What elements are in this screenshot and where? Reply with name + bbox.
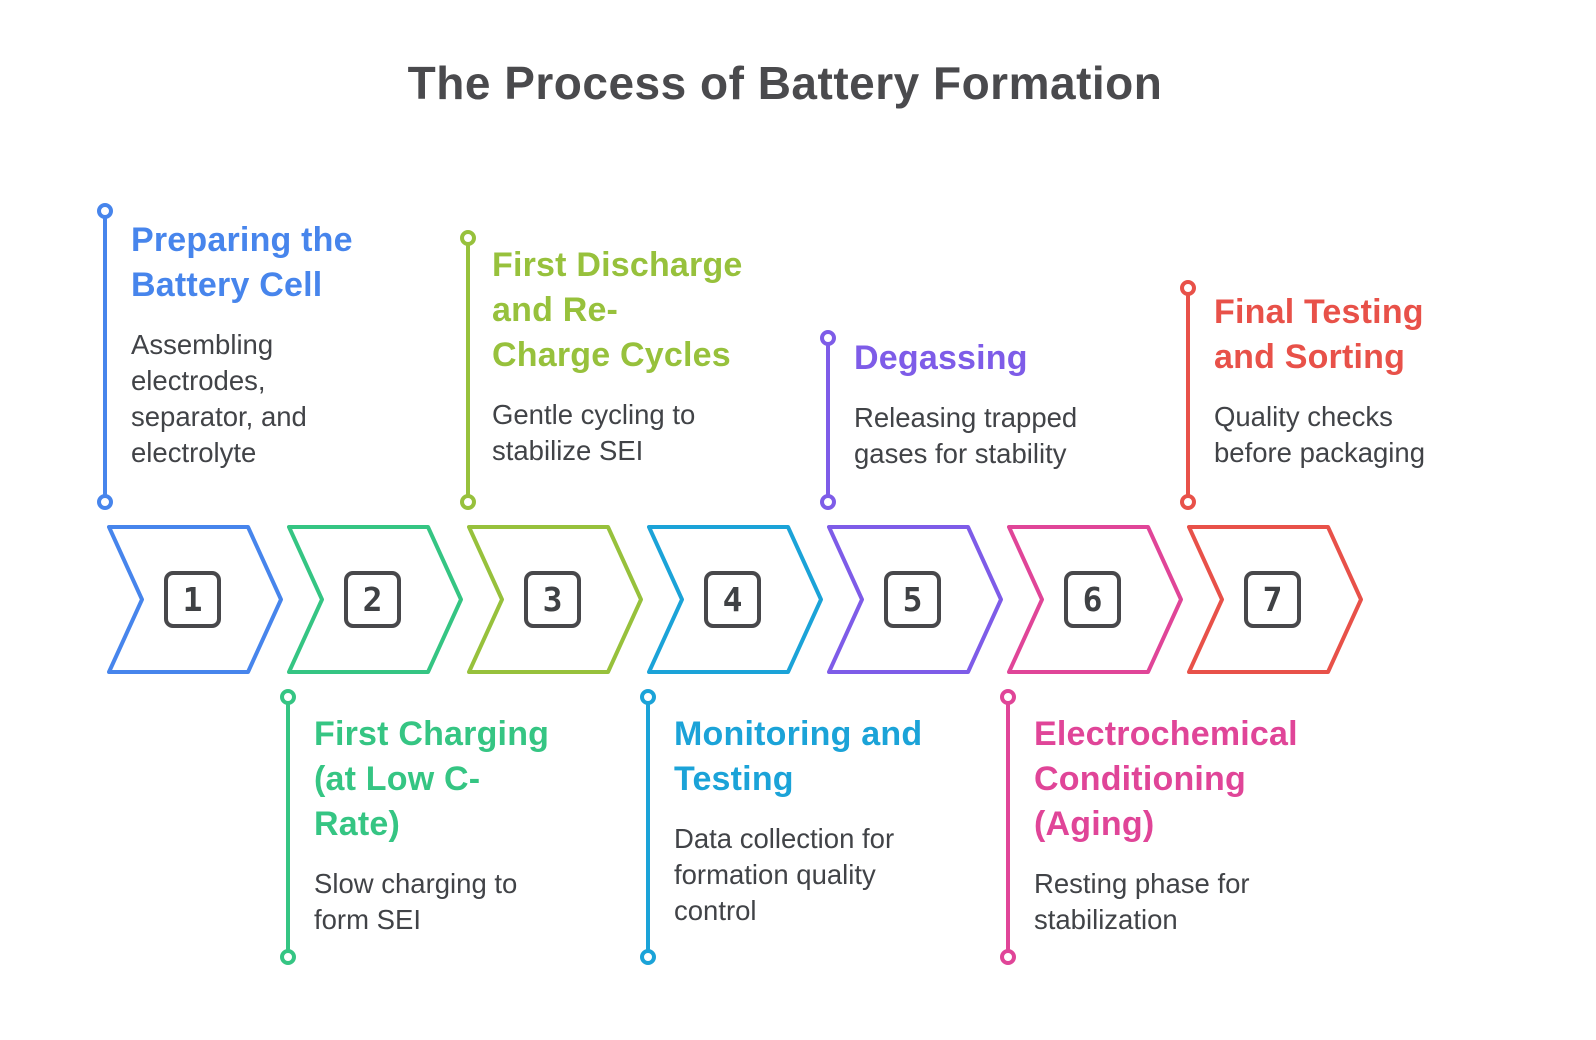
step-number-box: 5 xyxy=(884,571,941,628)
step-heading: First Charging (at Low C- Rate) xyxy=(314,715,550,843)
connector-line xyxy=(103,217,107,496)
step-label: First Discharge and Re- Charge Cycles Ge… xyxy=(492,243,812,469)
chevron-arrow-shape xyxy=(647,525,823,674)
step-number: 6 xyxy=(1082,580,1103,619)
step-description: Slow charging to form SEI xyxy=(314,868,518,935)
step-description: Resting phase for stabilization xyxy=(1034,868,1250,935)
chevron-arrow-shape xyxy=(827,525,1003,674)
chevron-arrow-shape xyxy=(1007,525,1183,674)
step-number: 2 xyxy=(362,580,383,619)
connector-line xyxy=(466,244,470,496)
connector-ring-bottom xyxy=(280,949,296,965)
connector-ring-bottom xyxy=(640,949,656,965)
connector-ring-bottom xyxy=(1000,949,1016,965)
step-number: 3 xyxy=(542,580,563,619)
step-heading: First Discharge and Re- Charge Cycles xyxy=(492,246,743,374)
step-heading: Electrochemical Conditioning (Aging) xyxy=(1034,715,1298,843)
chevron-arrow-shape xyxy=(287,525,463,674)
step-description: Data collection for formation quality co… xyxy=(674,823,895,926)
connector-line xyxy=(826,344,830,496)
step-heading: Degassing xyxy=(854,339,1028,377)
connector-line xyxy=(286,703,290,951)
page-title: The Process of Battery Formation xyxy=(407,57,1163,109)
step-heading: Preparing the Battery Cell xyxy=(131,221,353,304)
step-number-box: 2 xyxy=(344,571,401,628)
step-number: 1 xyxy=(182,580,203,619)
connector-ring-bottom xyxy=(97,494,113,510)
step-description: Assembling electrodes, separator, and el… xyxy=(131,329,307,468)
connector-line xyxy=(646,703,650,951)
step-description: Releasing trapped gases for stability xyxy=(854,402,1078,469)
step-description: Quality checks before packaging xyxy=(1214,401,1425,468)
step-label: Preparing the Battery Cell Assembling el… xyxy=(131,218,431,471)
step-number-box: 6 xyxy=(1064,571,1121,628)
step-number-box: 7 xyxy=(1244,571,1301,628)
step-number: 7 xyxy=(1262,580,1283,619)
step-label: First Charging (at Low C- Rate) Slow cha… xyxy=(314,712,624,938)
connector-ring-bottom xyxy=(460,494,476,510)
step-label: Final Testing and Sorting Quality checks… xyxy=(1214,290,1514,471)
chevron-arrow-shape xyxy=(467,525,643,674)
chevron-arrow-shape xyxy=(1187,525,1363,674)
step-number-box: 3 xyxy=(524,571,581,628)
step-number-box: 4 xyxy=(704,571,761,628)
step-number-box: 1 xyxy=(164,571,221,628)
connector-line xyxy=(1006,703,1010,951)
step-heading: Monitoring and Testing xyxy=(674,715,923,798)
step-number: 5 xyxy=(902,580,923,619)
step-description: Gentle cycling to stabilize SEI xyxy=(492,399,696,466)
connector-ring-bottom xyxy=(1180,494,1196,510)
chevron-arrow-shape xyxy=(107,525,283,674)
step-heading: Final Testing and Sorting xyxy=(1214,293,1424,376)
step-label: Electrochemical Conditioning (Aging) Res… xyxy=(1034,712,1374,938)
connector-line xyxy=(1186,294,1190,496)
step-number: 4 xyxy=(722,580,743,619)
connector-ring-bottom xyxy=(820,494,836,510)
step-label: Monitoring and Testing Data collection f… xyxy=(674,712,1004,929)
step-label: Degassing Releasing trapped gases for st… xyxy=(854,336,1164,472)
